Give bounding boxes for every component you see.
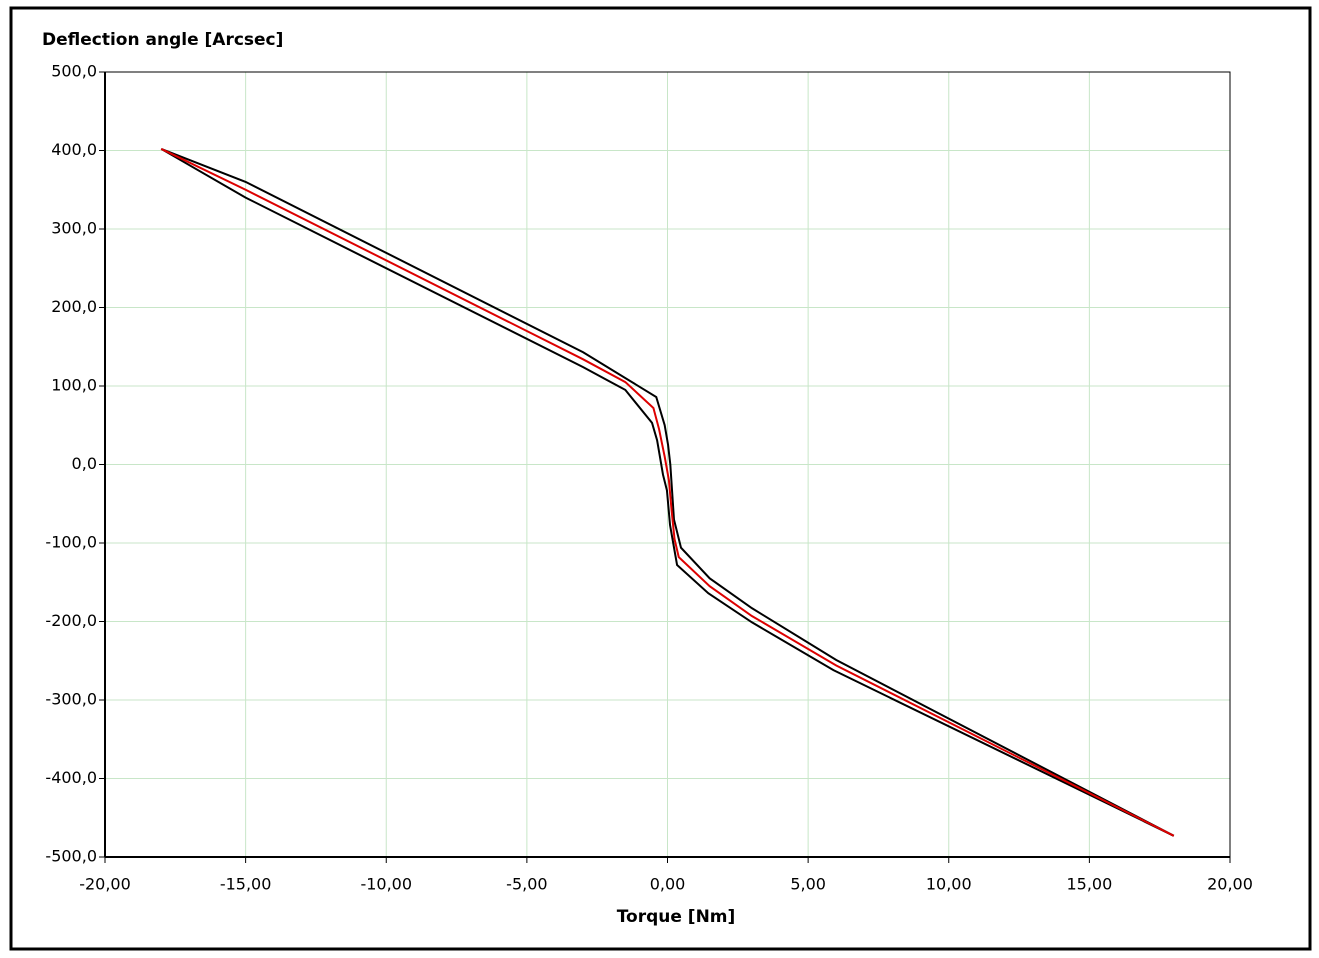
y-tick-label: 0,0: [72, 454, 97, 473]
series-line: [160, 148, 1175, 837]
series-line: [160, 148, 1175, 837]
y-tick-label: 200,0: [51, 297, 97, 316]
x-tick-label: 10,00: [926, 875, 972, 894]
y-tick-label: -300,0: [45, 690, 97, 709]
x-tick-label: 15,00: [1066, 875, 1112, 894]
x-tick-label: -5,00: [506, 875, 547, 894]
x-tick-label: 5,00: [790, 875, 826, 894]
x-tick-label: -20,00: [79, 875, 131, 894]
x-axis-label: Torque [Nm]: [617, 907, 736, 927]
x-tick-label: -10,00: [360, 875, 412, 894]
y-tick-label: 100,0: [51, 376, 97, 395]
y-tick-label: -100,0: [45, 533, 97, 552]
y-tick-label: 500,0: [51, 62, 97, 81]
y-tick-label: -400,0: [45, 768, 97, 787]
y-tick-label: -500,0: [45, 847, 97, 866]
frame: [9, 6, 1312, 951]
y-tick-label: 400,0: [51, 140, 97, 159]
plot-border: [105, 71, 1231, 857]
series-line: [160, 147, 1175, 837]
x-tick-label: -15,00: [220, 875, 272, 894]
x-tick-label: 0,00: [650, 875, 686, 894]
x-tick-label: 20,00: [1207, 875, 1253, 894]
y-tick-label: -200,0: [45, 611, 97, 630]
chart-title: Deflection angle [Arcsec]: [42, 30, 283, 50]
y-tick-label: 300,0: [51, 219, 97, 238]
